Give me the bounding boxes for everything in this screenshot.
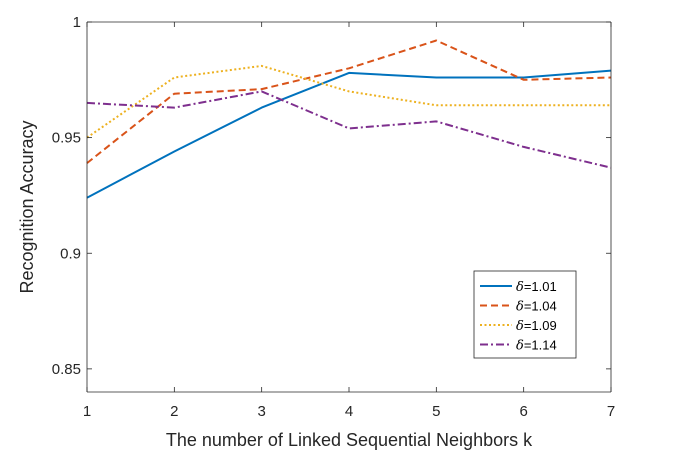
series-line-1 bbox=[86, 69, 612, 199]
y-tick-label: 0.9 bbox=[60, 245, 81, 262]
x-tick-label: 7 bbox=[607, 403, 615, 420]
y-axis-label: Recognition Accuracy bbox=[17, 120, 37, 293]
series-line-3 bbox=[86, 64, 611, 139]
x-tick-label: 2 bbox=[170, 403, 178, 420]
x-tick-label: 3 bbox=[257, 403, 265, 420]
y-tick-label: 0.85 bbox=[52, 361, 81, 378]
x-tick-label: 1 bbox=[83, 403, 91, 420]
series-line-4 bbox=[86, 90, 612, 169]
series-layer bbox=[86, 39, 612, 199]
x-axis-label: The number of Linked Sequential Neighbor… bbox=[166, 430, 533, 450]
y-tick-label: 0.95 bbox=[52, 130, 81, 147]
x-tick-label: 5 bbox=[432, 403, 440, 420]
legend-label-3: δ=1.09 bbox=[516, 318, 557, 334]
x-tick-label: 6 bbox=[519, 403, 527, 420]
x-tick-label: 4 bbox=[345, 403, 353, 420]
series-line-2 bbox=[86, 39, 612, 164]
ticks-layer: 1 2 3 4 5 6 7 0.85 0.9 0.95 1 bbox=[52, 14, 615, 420]
y-tick-label: 1 bbox=[73, 14, 81, 31]
legend-label-4: δ=1.14 bbox=[516, 338, 557, 354]
legend-label-1: δ=1.01 bbox=[516, 279, 557, 295]
legend: δ=1.01 δ=1.04 δ=1.09 δ=1.14 bbox=[473, 270, 577, 359]
legend-label-2: δ=1.04 bbox=[516, 299, 557, 315]
